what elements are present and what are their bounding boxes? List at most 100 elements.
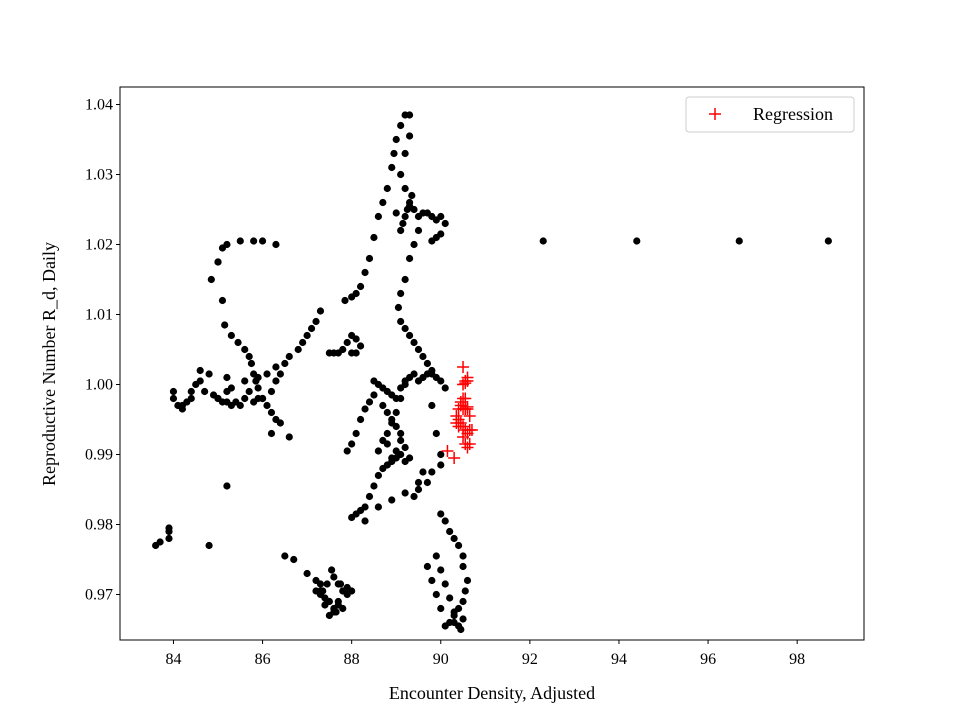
observed-point [370,391,378,399]
legend: Regression [685,96,855,133]
observed-point [343,338,351,347]
observed-point [281,552,289,560]
observed-point [165,534,173,543]
observed-point [414,478,423,487]
observed-point [459,562,467,571]
observed-point [187,387,195,396]
observed-point [365,398,374,406]
observed-point [441,517,449,525]
observed-point [457,625,465,634]
observed-point [178,401,186,410]
observed-point [272,377,280,385]
x-tick-label: 90 [433,651,449,668]
observed-point [437,604,445,613]
observed-point [169,387,178,396]
observed-point [383,408,391,417]
observed-point [241,345,249,354]
observed-point [397,429,405,438]
observed-point [401,457,409,466]
observed-point [414,345,423,354]
observed-point [437,212,445,221]
observed-point [388,419,396,427]
observed-point [263,370,271,378]
observed-point [401,489,409,497]
observed-point [432,590,440,599]
observed-point [365,254,374,263]
x-tick-label: 92 [522,651,538,668]
observed-point [397,317,405,326]
observed-point [341,296,349,305]
observed-point [539,237,547,245]
x-tick-label: 88 [344,651,360,668]
y-tick-label: 1.01 [85,307,113,324]
observed-point [352,335,360,343]
observed-point [374,447,382,455]
observed-point [348,587,356,595]
observed-point [169,394,178,403]
observed-point [321,601,329,609]
observed-point [463,576,472,585]
observed-point [227,384,235,392]
observed-point [207,275,215,284]
observed-point [352,349,360,357]
observed-point [263,401,271,410]
observed-point [437,461,445,469]
observed-point [437,230,445,238]
observed-point [390,149,398,158]
observed-point [459,552,467,560]
observed-point [441,384,449,392]
x-tick-label: 84 [165,651,181,668]
observed-point [281,359,289,368]
x-axis-label: Encounter Density, Adjusted [389,683,595,703]
observed-point [414,226,423,235]
observed-point [410,338,418,347]
observed-point [250,237,258,245]
observed-point [392,408,400,417]
regression-point [457,431,470,443]
legend-marker-regression [709,108,721,120]
observed-point [392,209,400,217]
observed-point [336,580,345,588]
observed-point [405,254,414,263]
observed-point [312,587,320,595]
observed-point [401,212,409,221]
observed-point [410,370,418,378]
observed-point [356,282,365,291]
regression-point [450,417,463,429]
observed-point [328,566,336,574]
observed-point [254,384,262,392]
observed-point [379,401,387,410]
observed-point [401,443,409,452]
y-axis-label: Reproductive Number R_d, Daily [39,242,59,486]
observed-point [401,324,409,333]
observed-point [383,440,391,448]
observed-point [399,219,407,228]
observed-point [405,111,414,119]
observed-point [735,237,743,245]
y-tick-label: 1.02 [85,237,113,254]
regression-point [463,438,476,450]
observed-point [441,219,449,228]
y-tick-label: 0.99 [85,447,113,464]
observed-point [397,121,405,130]
observed-point [414,485,423,494]
observed-point [401,184,409,193]
observed-point [437,377,445,385]
observed-point [201,387,209,396]
observed-point [352,289,360,298]
x-tick-label: 96 [700,651,716,668]
observed-point [428,401,436,410]
observed-point [397,436,405,445]
observed-point [267,408,276,417]
observed-point [423,562,432,571]
observed-point [397,450,405,459]
observed-point [223,240,231,249]
observed-point [361,268,369,277]
regression-point [461,400,474,413]
observed-point [410,205,418,214]
observed-point [446,527,454,536]
observed-point [196,377,204,385]
observed-point [388,163,396,172]
observed-point [405,331,414,340]
